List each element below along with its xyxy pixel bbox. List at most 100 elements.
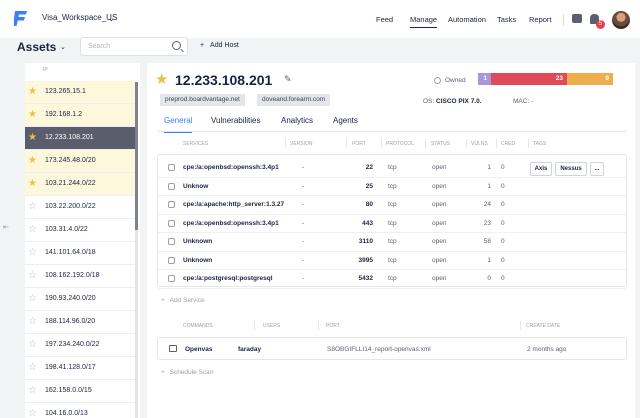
add-service-button[interactable]: + Add Service xyxy=(161,297,205,304)
nav-manage[interactable]: Manage xyxy=(410,15,438,28)
service-port: 22 xyxy=(365,164,373,171)
tag-button-nessus[interactable]: Nessus xyxy=(555,162,587,176)
schedule-scan-button[interactable]: + Schedule Scan xyxy=(161,369,213,376)
table-row[interactable]: cpe:/a:openbsd:openssh:3.4p1 - 443 tcp open 2… xyxy=(158,215,626,233)
table-row[interactable]: Unknown - 3995 tcp open 1 0 xyxy=(158,252,626,270)
host-list-item[interactable]: ☆ 108.162.192.0/18 xyxy=(25,265,135,288)
host-list-item[interactable]: ★ 192.168.1.2 xyxy=(25,104,135,127)
host-list-item[interactable]: ★ 12.233.108.201 xyxy=(25,127,135,150)
service-version: - xyxy=(302,182,305,190)
chevron-down-icon[interactable]: ⌄ xyxy=(60,44,66,51)
schedule-scan-label: Schedule Scan xyxy=(169,369,214,376)
host-list-item[interactable]: ☆ 188.114.96.0/20 xyxy=(25,311,135,334)
terminal-icon xyxy=(169,345,177,352)
search-icon[interactable] xyxy=(172,41,181,50)
host-list-item[interactable]: ☆ 141.101.64.0/18 xyxy=(25,242,135,265)
column-header-commands: COMMANDS xyxy=(183,323,213,329)
star-icon[interactable]: ☆ xyxy=(28,339,37,350)
star-icon[interactable]: ★ xyxy=(28,178,37,189)
search-input[interactable]: Search xyxy=(80,37,188,56)
table-row[interactable]: Unknown - 3110 tcp open 58 0 xyxy=(158,233,626,252)
tab-general[interactable]: General xyxy=(164,116,193,133)
service-port: 3995 xyxy=(358,256,373,264)
service-name: cpe:/a:openbsd:openssh:3.4p1 xyxy=(183,219,279,227)
service-status: open xyxy=(432,256,447,264)
service-vulns: 58 xyxy=(483,238,491,245)
command-port: S8OBGIFLLI14_report-openvas.xml xyxy=(327,346,431,353)
add-host-button[interactable]: + Add Host xyxy=(200,42,239,49)
tag-button-axis[interactable]: Axis xyxy=(530,162,552,176)
scrollbar-track[interactable] xyxy=(135,82,138,418)
service-version: - xyxy=(302,275,305,282)
table-row[interactable]: Unknow - 25 tcp open 1 0 xyxy=(158,178,626,196)
service-port: 25 xyxy=(365,182,373,190)
table-row[interactable]: cpe:/a:apache:http_server:1.3.27 - 80 tcp op… xyxy=(158,196,626,215)
edit-icon[interactable]: ✎ xyxy=(284,74,292,84)
star-icon[interactable]: ☆ xyxy=(28,385,37,396)
service-version: - xyxy=(302,256,305,264)
star-icon[interactable]: ☆ xyxy=(28,247,37,258)
host-list-item[interactable]: ★ 173.245.48.0/20 xyxy=(25,150,135,173)
host-list-item[interactable]: ☆ 197.234.240.0/22 xyxy=(25,334,135,357)
tab-analytics[interactable]: Analytics xyxy=(281,116,314,125)
service-port: 443 xyxy=(362,219,373,227)
host-list-item[interactable]: ☆ 162.158.0.0/15 xyxy=(25,380,135,403)
tab-agents[interactable]: Agents xyxy=(333,116,358,125)
host-ip: 103.22.200.0/22 xyxy=(45,203,96,210)
collapse-panel-icon[interactable]: ⇤ xyxy=(3,224,9,231)
column-header-version: VERSION xyxy=(290,141,313,147)
owned-radio[interactable] xyxy=(434,77,441,84)
hostname-chip: preprod.boardvantage.net xyxy=(160,94,245,106)
star-icon[interactable]: ☆ xyxy=(28,224,37,235)
table-row[interactable]: cpe:/a:postgresql:postgresql - 5432 tcp open… xyxy=(158,270,626,289)
star-icon[interactable]: ☆ xyxy=(28,270,37,281)
nav-tasks[interactable]: Tasks xyxy=(497,15,517,24)
nav-feed[interactable]: Feed xyxy=(376,15,394,24)
star-icon[interactable]: ★ xyxy=(28,132,37,143)
chevron-down-icon[interactable]: ⌄ xyxy=(108,14,115,23)
star-icon[interactable]: ☆ xyxy=(28,293,37,304)
host-list-item[interactable]: ☆ 104.16.0.0/13 xyxy=(25,403,135,418)
nav-report[interactable]: Report xyxy=(529,15,552,24)
host-list-item[interactable]: ☆ 198.41.128.0/17 xyxy=(25,357,135,380)
host-list-item[interactable]: ☆ 103.22.200.0/22 xyxy=(25,196,135,219)
page-title: Assets xyxy=(17,40,57,54)
chat-icon[interactable] xyxy=(572,14,582,23)
star-icon[interactable]: ☆ xyxy=(28,316,37,327)
host-list-item[interactable]: ☆ 103.31.4.0/22 xyxy=(25,219,135,242)
column-header-tags: TAGS xyxy=(533,141,547,147)
divider xyxy=(425,139,426,148)
star-icon[interactable]: ★ xyxy=(28,109,37,120)
vuln-bar-medium: 9 xyxy=(567,73,613,85)
workspace-selector[interactable]: Visa_Workspace_US xyxy=(42,13,118,22)
plus-icon: + xyxy=(200,42,205,49)
service-protocol: tcp xyxy=(388,256,397,264)
avatar[interactable] xyxy=(612,11,630,29)
star-icon[interactable]: ☆ xyxy=(28,201,37,212)
service-status: open xyxy=(432,201,447,208)
nav-automation[interactable]: Automation xyxy=(448,15,486,24)
service-protocol: tcp xyxy=(388,201,397,208)
favorite-star-icon[interactable]: ★ xyxy=(155,71,169,88)
mac-value: - xyxy=(531,98,534,105)
star-icon[interactable]: ★ xyxy=(28,155,37,166)
star-icon[interactable]: ★ xyxy=(28,86,37,97)
host-list-item[interactable]: ☆ 190.93.240.0/20 xyxy=(25,288,135,311)
more-tags-button[interactable]: ... xyxy=(590,162,604,176)
scrollbar-thumb[interactable] xyxy=(135,82,138,230)
host-list-item[interactable]: ★ 103.21.244.0/22 xyxy=(25,173,135,196)
divider xyxy=(466,139,467,148)
star-icon[interactable]: ☆ xyxy=(28,362,37,373)
service-cred: 0 xyxy=(501,238,505,245)
column-header-create-date: CREATE DATE xyxy=(526,323,561,329)
tab-vulnerabilities[interactable]: Vulnerabilities xyxy=(211,116,261,125)
star-icon[interactable]: ☆ xyxy=(28,408,37,418)
plus-icon: + xyxy=(161,297,165,304)
services-table: cpe:/a:openbsd:openssh:3.4p1 - 22 tcp open 1 0… xyxy=(157,154,627,289)
service-protocol: tcp xyxy=(388,219,397,227)
table-row[interactable]: cpe:/a:openbsd:openssh:3.4p1 - 22 tcp open 1 0 xyxy=(158,159,626,178)
faraday-logo[interactable] xyxy=(14,10,28,27)
host-list-item[interactable]: ★ 123.265.15.1 xyxy=(25,81,135,104)
hostname-chip: doveand.forearm.com xyxy=(257,94,331,106)
bell-icon[interactable] xyxy=(590,14,599,24)
